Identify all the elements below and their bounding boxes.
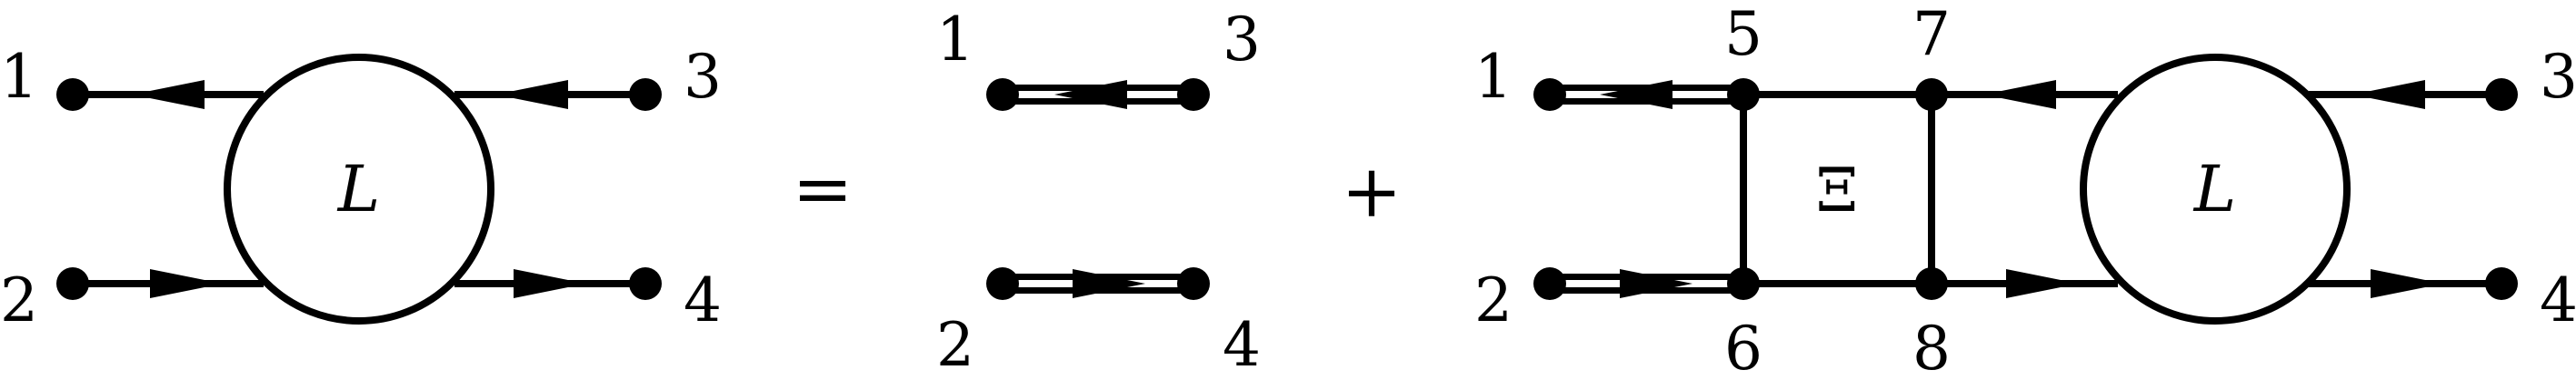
term3-xi-box	[1740, 91, 1935, 287]
term3-node	[1533, 78, 1566, 111]
term1-arrow-right-icon	[150, 269, 223, 298]
term3-label-3: 3	[2540, 42, 2576, 112]
term2-node	[986, 267, 1019, 300]
term1-label-3: 3	[684, 42, 722, 112]
term3-label-5: 5	[1724, 0, 1762, 69]
term3-arrow-right-icon	[2371, 269, 2443, 298]
term3-arrow-right-icon	[1620, 269, 1692, 298]
term3-node	[1727, 267, 1760, 300]
term1-arrow-left-icon	[495, 80, 568, 109]
equals-sign: =	[792, 146, 853, 231]
term3-arrow-left-icon	[2352, 80, 2425, 109]
term1-node	[56, 78, 89, 111]
term1-node	[629, 78, 662, 111]
term3-arrow-left-icon	[1600, 80, 1672, 109]
term1-label-4: 4	[684, 265, 722, 335]
term1-arrow-right-icon	[514, 269, 586, 298]
term2-bare-propagators: 1 2 3 4	[936, 5, 1261, 380]
term2-label-4: 4	[1223, 310, 1261, 380]
term3-node	[2485, 267, 2518, 300]
term1-node	[629, 267, 662, 300]
term3-label-2: 2	[1474, 265, 1513, 335]
term3-xi-label: Ξ	[1816, 155, 1858, 225]
term2-node	[1177, 78, 1210, 111]
term3-label-4: 4	[2540, 265, 2576, 335]
term2-arrow-left-icon	[1054, 80, 1127, 109]
term2-node	[986, 78, 1019, 111]
term3-label-7: 7	[1912, 0, 1951, 69]
term2-node	[1177, 267, 1210, 300]
term3-label-8: 8	[1912, 314, 1951, 380]
plus-sign: +	[1341, 149, 1402, 234]
term1-L-blob	[224, 54, 494, 325]
term3-blob-label: L	[2192, 152, 2236, 226]
term2-arrow-right-icon	[1073, 269, 1145, 298]
term1-blob-label: L	[336, 152, 380, 226]
term3-label-6: 6	[1724, 314, 1762, 380]
term2-label-3: 3	[1223, 5, 1261, 75]
term3-arrow-right-icon	[2006, 269, 2079, 298]
term1-vertex-diagram: 1 2 3 4 L	[0, 42, 722, 335]
term3-node	[1533, 267, 1566, 300]
term3-node	[1915, 267, 1948, 300]
term1-node	[56, 267, 89, 300]
term3-ladder-diagram: 1 2 3 4 5 6 7 8 Ξ L	[1474, 0, 2576, 380]
term2-label-1: 1	[936, 5, 974, 75]
term2-label-2: 2	[936, 310, 974, 380]
term3-node	[1727, 78, 1760, 111]
term3-node	[2485, 78, 2518, 111]
term3-L-blob	[2080, 54, 2351, 325]
term3-node	[1915, 78, 1948, 111]
term3-arrow-left-icon	[1983, 80, 2056, 109]
term1-label-1: 1	[0, 42, 38, 112]
term3-label-1: 1	[1474, 42, 1513, 112]
term1-arrow-left-icon	[132, 80, 205, 109]
term1-label-2: 2	[0, 265, 38, 335]
